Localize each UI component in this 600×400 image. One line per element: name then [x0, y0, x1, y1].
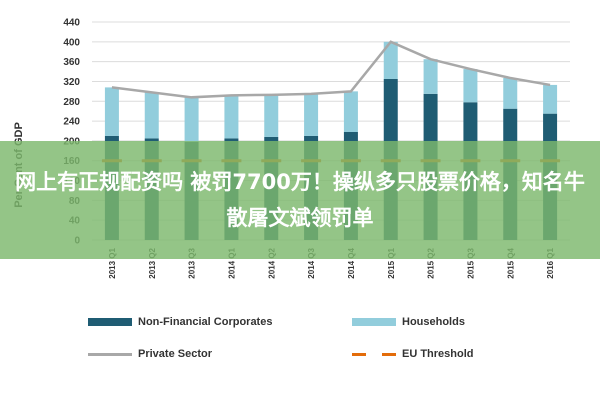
bar-households [463, 69, 478, 103]
legend-swatch-private-sector [88, 352, 132, 356]
y-tick-label: 280 [63, 97, 80, 108]
x-tick-label: 2014 Q4 [347, 247, 356, 278]
x-tick-label: 2014 Q2 [267, 247, 276, 278]
line-private-sector [111, 40, 551, 99]
bar-households [144, 92, 159, 139]
x-tick-label: 2015 Q3 [466, 247, 475, 278]
x-tick-label: 2013 Q3 [188, 247, 197, 278]
bar-households [304, 93, 319, 136]
bar-households [104, 87, 119, 136]
x-tick-label: 2014 Q3 [307, 247, 316, 278]
x-tick-label: 2016 Q1 [546, 247, 555, 278]
x-tick-labels: 2013 Q1 2013 Q2 2013 Q3 2014 Q1 2014 Q2 2014 … [108, 247, 555, 278]
bar-households [383, 41, 398, 79]
x-tick-label: 2013 Q1 [108, 247, 117, 278]
banner-headline: 网上有正规配资吗 被罚7700万！操纵多只股票价格，知名牛散屠文斌领罚单 [15, 170, 585, 230]
x-tick-label: 2015 Q4 [506, 247, 515, 278]
bar-households [423, 59, 438, 94]
y-tick-label: 320 [63, 77, 80, 88]
legend-item-eu-threshold: EU Threshold [352, 348, 474, 360]
y-tick-label: 240 [63, 117, 80, 128]
x-tick-label: 2015 Q2 [427, 247, 436, 278]
y-tick-label: 400 [63, 37, 80, 48]
x-tick-label: 2013 Q2 [148, 247, 157, 278]
legend-label: Private Sector [138, 348, 212, 360]
legend-item-private-sector: Private Sector [88, 348, 212, 360]
legend-item-households: Households [352, 316, 465, 328]
legend-label: Non-Financial Corporates [138, 316, 273, 328]
bar-households [543, 84, 558, 114]
legend-label: Households [402, 316, 465, 328]
x-tick-label: 2015 Q1 [387, 247, 396, 278]
overlay-banner: 网上有正规配资吗 被罚7700万！操纵多只股票价格，知名牛散屠文斌领罚单 [0, 141, 600, 259]
legend-item-non-financial-corporates: Non-Financial Corporates [88, 316, 272, 328]
legend-label: EU Threshold [402, 348, 474, 360]
bar-households [224, 95, 239, 139]
legend-swatch-households [352, 318, 396, 326]
legend-swatch-non-financial-corporates [88, 318, 132, 326]
y-tick-label: 440 [63, 18, 80, 29]
bar-households [184, 97, 199, 142]
bar-households [264, 94, 279, 137]
bar-households [343, 91, 358, 132]
y-tick-label: 360 [63, 57, 80, 68]
bar-households [503, 77, 518, 109]
x-tick-label: 2014 Q1 [227, 247, 236, 278]
legend-swatch-eu-threshold [352, 352, 396, 356]
